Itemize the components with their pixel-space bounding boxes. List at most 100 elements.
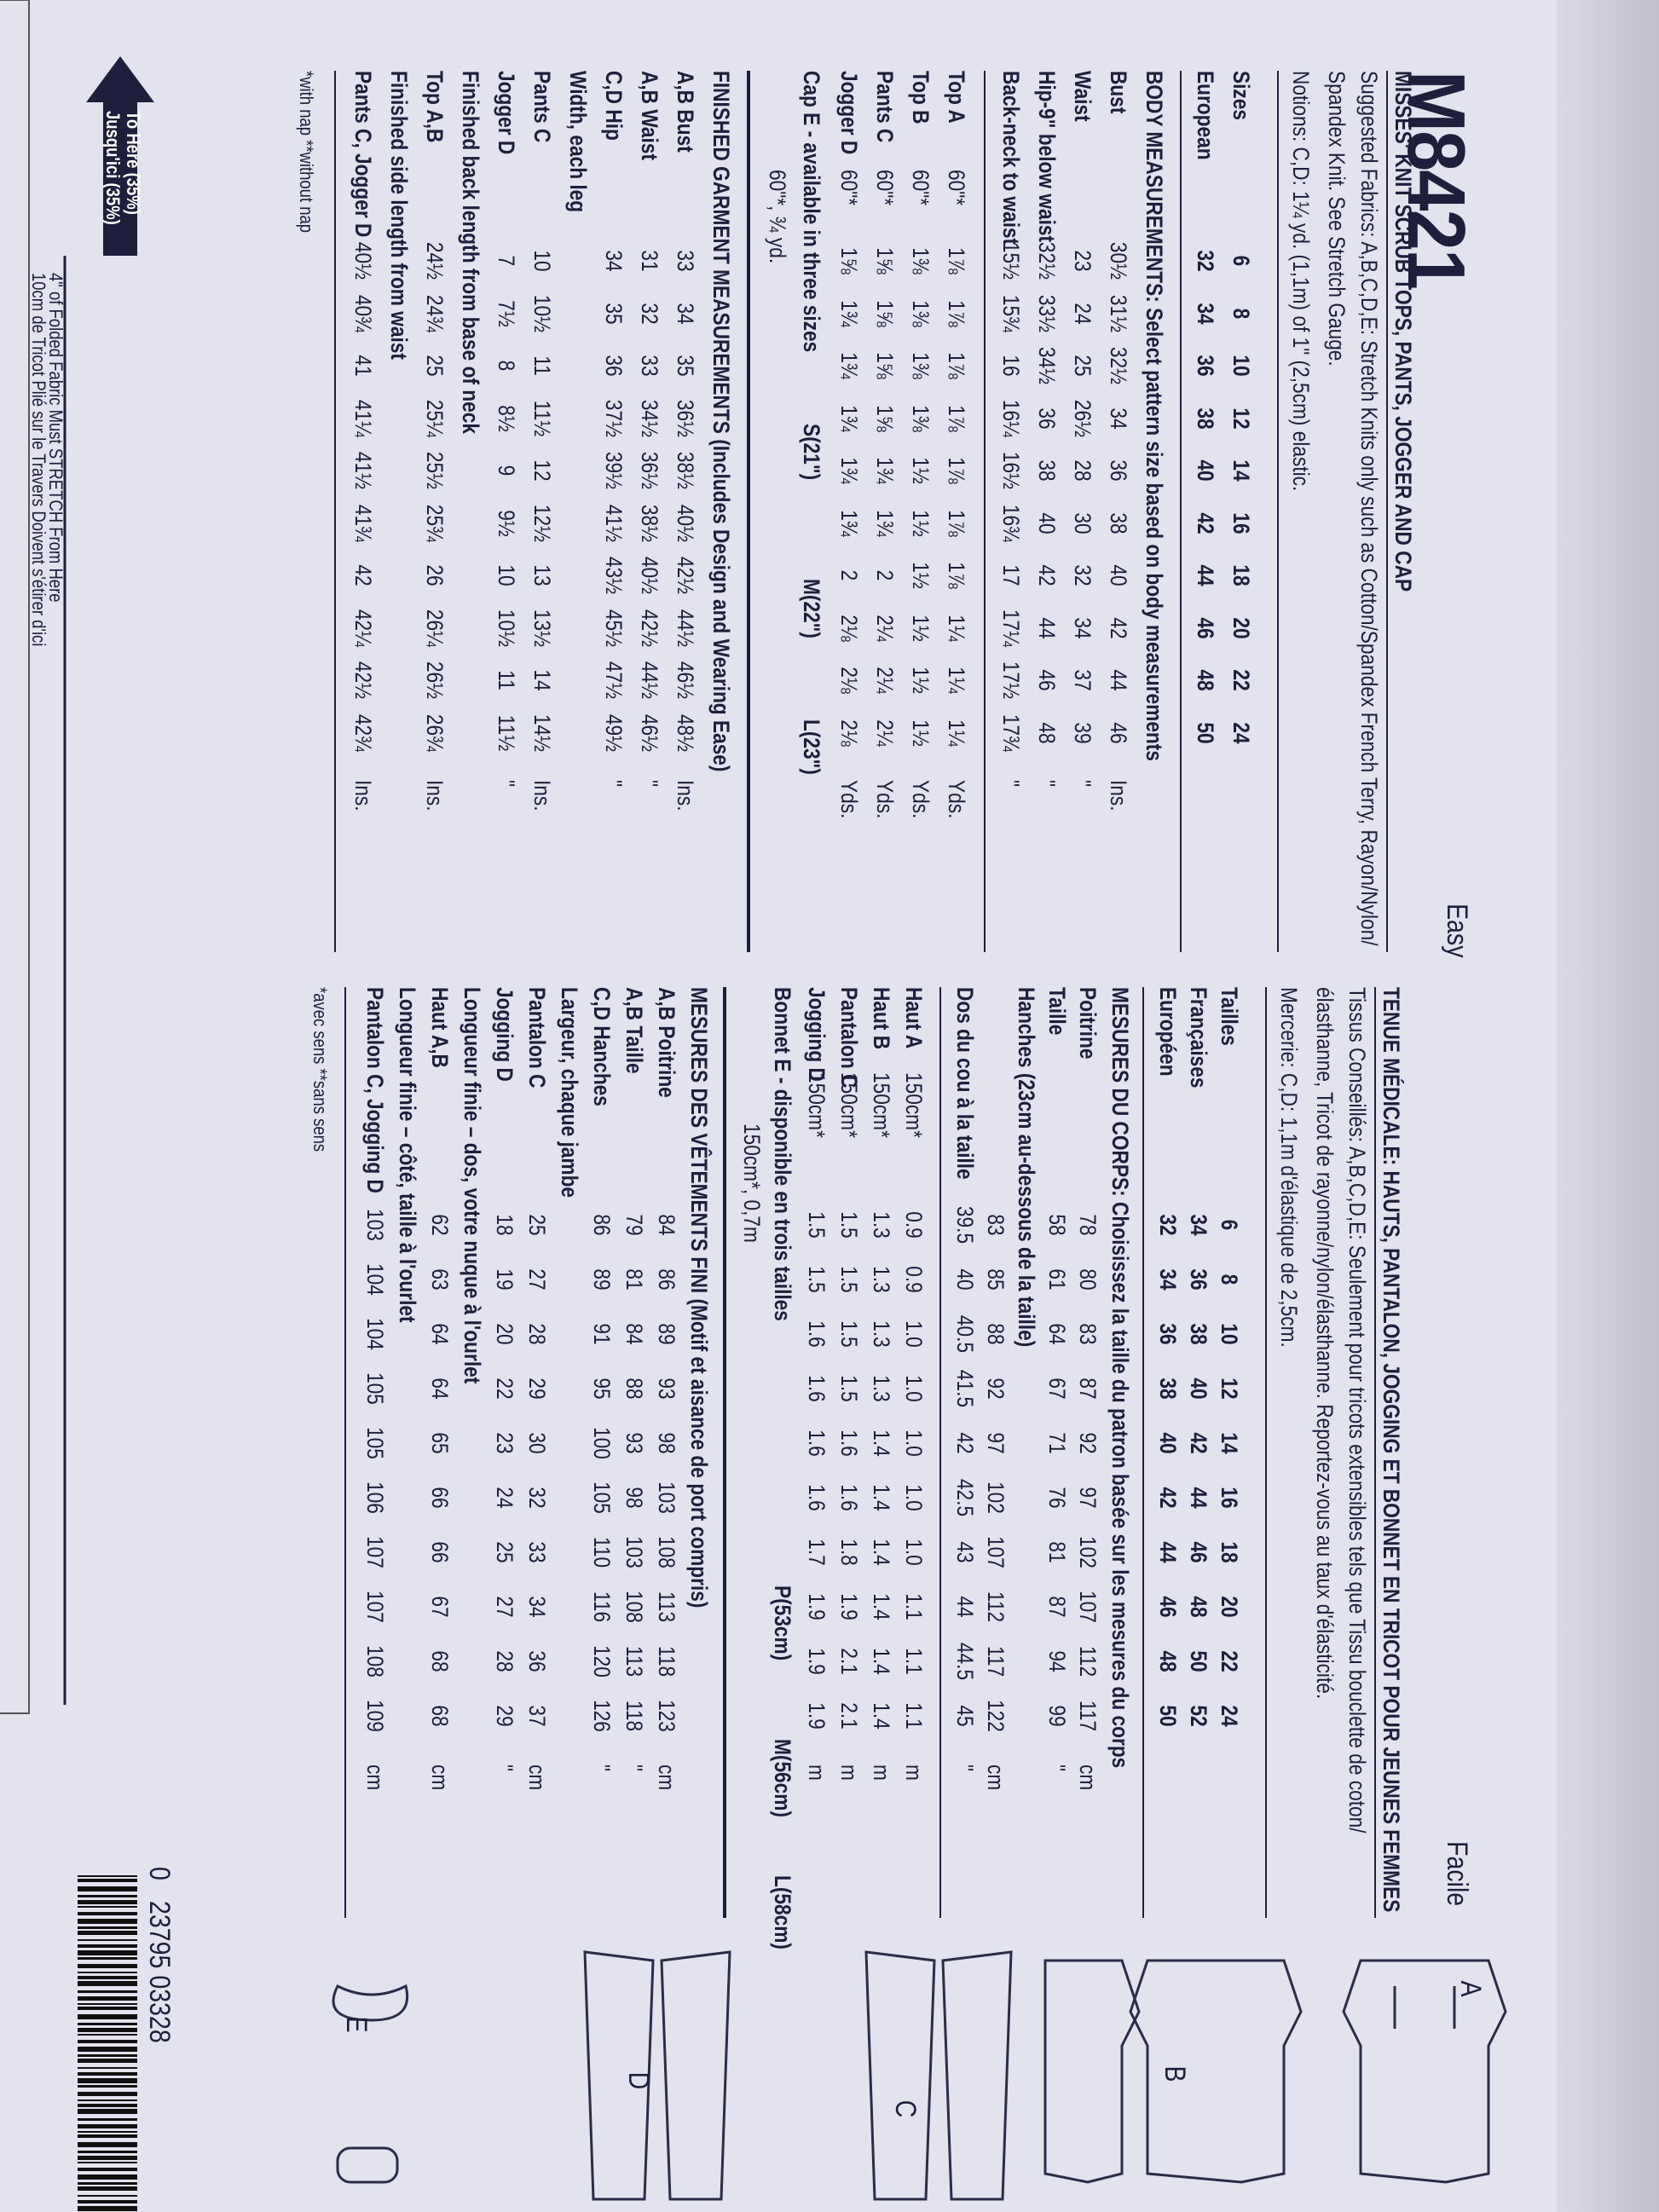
row-label: Poitrine (1075, 987, 1101, 1060)
row-heading: Longueur finie – dos, votre nuque à l'ou… (460, 987, 485, 1384)
cell: 36½ (673, 399, 698, 437)
cell: 13½ (529, 609, 555, 647)
cell: 44.5 (952, 1642, 978, 1681)
cell: 1⅞ (944, 352, 969, 379)
cell: 42½ (637, 609, 662, 647)
cell: 1.5 (804, 1266, 830, 1293)
barcode-bar (78, 1906, 137, 1908)
rule (984, 71, 986, 952)
row-heading: Longueur finie – côté, taille à l'ourlet (395, 987, 420, 1323)
cell: 37 (524, 1705, 550, 1727)
cell: 32 (637, 302, 662, 325)
unit: Ins. (422, 780, 448, 811)
cell: 8½ (494, 404, 519, 432)
cell: 8 (1217, 1273, 1242, 1285)
cell: 86 (654, 1268, 679, 1291)
cell: 1⅜ (908, 352, 934, 379)
cell: 14 (1217, 1432, 1242, 1454)
cell: 49½ (601, 713, 627, 752)
cell: 42 (350, 564, 376, 586)
cell: 68 (427, 1705, 453, 1727)
cell: 14 (529, 669, 555, 691)
barcode-bar (78, 2092, 137, 2096)
barcode-bar (78, 1964, 137, 1968)
fabrics-line: Spandex Knit. See Stretch Gauge. (1324, 71, 1350, 367)
barcode-bar (78, 2023, 137, 2025)
row-heading: MESURES DU CORPS: Choisissez la taille d… (1107, 987, 1133, 1769)
cell: 1½ (908, 614, 934, 642)
cell: 118 (621, 1700, 647, 1732)
cell: 1⅝ (872, 352, 898, 379)
barcode-bar (78, 2059, 137, 2063)
row-heading: BODY MEASUREMENTS: Select pattern size b… (1142, 71, 1167, 761)
footnote: *with nap **without nap (296, 71, 317, 234)
fabrics-line: élasthanne, Tricot de rayonne/nylon/élas… (1312, 987, 1338, 1700)
cell: 1.6 (836, 1484, 862, 1511)
row-label: Cap E - available in three sizes (799, 71, 824, 353)
cell: 26½ (1070, 399, 1095, 437)
cell: 117 (1075, 1700, 1101, 1732)
cell: 42 (1155, 1487, 1181, 1509)
cell: 38 (1034, 459, 1060, 482)
barcode-bar (78, 1931, 137, 1935)
cell: 24¾ (422, 294, 448, 332)
cell: 40½ (673, 504, 698, 542)
cell: 1.1 (901, 1648, 927, 1675)
gauge-box (0, 0, 30, 1714)
cell: 23 (492, 1432, 517, 1454)
cell: 2.1 (836, 1648, 862, 1675)
fabric-width: 150cm* (804, 1072, 830, 1138)
cell: 24 (1217, 1705, 1242, 1727)
barcode-bar (78, 2034, 137, 2036)
cell: 6 (1228, 255, 1254, 267)
cell: 36½ (637, 451, 662, 490)
barcode-number: 23795 03328 (143, 1901, 176, 2043)
cell: 2⅛ (836, 667, 862, 694)
fabrics-line: Tissus Conseillés: A,B,C,D,E: Seulement … (1344, 987, 1370, 1834)
cell: 105 (362, 1372, 388, 1405)
barcode-bar (78, 1912, 137, 1915)
barcode-bar (78, 2124, 137, 2128)
cell: 41¾ (350, 504, 376, 542)
cell: 1¼ (944, 719, 969, 747)
unit: Ins. (350, 780, 376, 811)
cell: 12 (1217, 1377, 1242, 1400)
fabric-width: 60"* (908, 170, 934, 206)
cell: 34 (673, 302, 698, 325)
cell: 34 (1155, 1268, 1181, 1291)
cell: 1.1 (901, 1593, 927, 1620)
cell: 44 (1034, 616, 1060, 639)
cell: 48½ (673, 713, 698, 752)
cell: 1.7 (804, 1539, 830, 1566)
cell: 1.3 (869, 1375, 894, 1402)
cell: 38 (1155, 1377, 1181, 1400)
row-label: European (1193, 71, 1218, 160)
cell: 63 (427, 1268, 453, 1291)
cell: 1.4 (869, 1429, 894, 1457)
cell: 52 (1186, 1705, 1211, 1727)
barcode-bar (78, 2174, 137, 2180)
cell: 87 (1044, 1596, 1070, 1618)
rule (747, 71, 750, 952)
cell: 1⅝ (836, 247, 862, 274)
rule (1180, 71, 1182, 952)
cell: 22 (1217, 1650, 1242, 1672)
cell: 36 (1034, 407, 1060, 430)
cell: 42¼ (350, 609, 376, 647)
unit: Yds. (944, 780, 969, 819)
cell: 81 (1044, 1541, 1070, 1563)
unit: Yds. (908, 780, 934, 819)
barcode-bar (78, 2131, 137, 2133)
cell: 42 (1193, 511, 1218, 534)
cell: 34 (1070, 616, 1095, 639)
cell: 1¾ (872, 509, 898, 537)
barcode-bar (78, 1944, 137, 1948)
cell: 2⅛ (836, 719, 862, 747)
row-label: A,B Waist (637, 71, 662, 161)
illustration-pants-c (864, 1950, 1013, 2201)
cell: 92 (983, 1377, 1009, 1400)
unit: " (1044, 1764, 1070, 1772)
cell: 16 (1217, 1487, 1242, 1509)
cell: 34½ (637, 399, 662, 437)
cell: 50 (1155, 1705, 1181, 1727)
